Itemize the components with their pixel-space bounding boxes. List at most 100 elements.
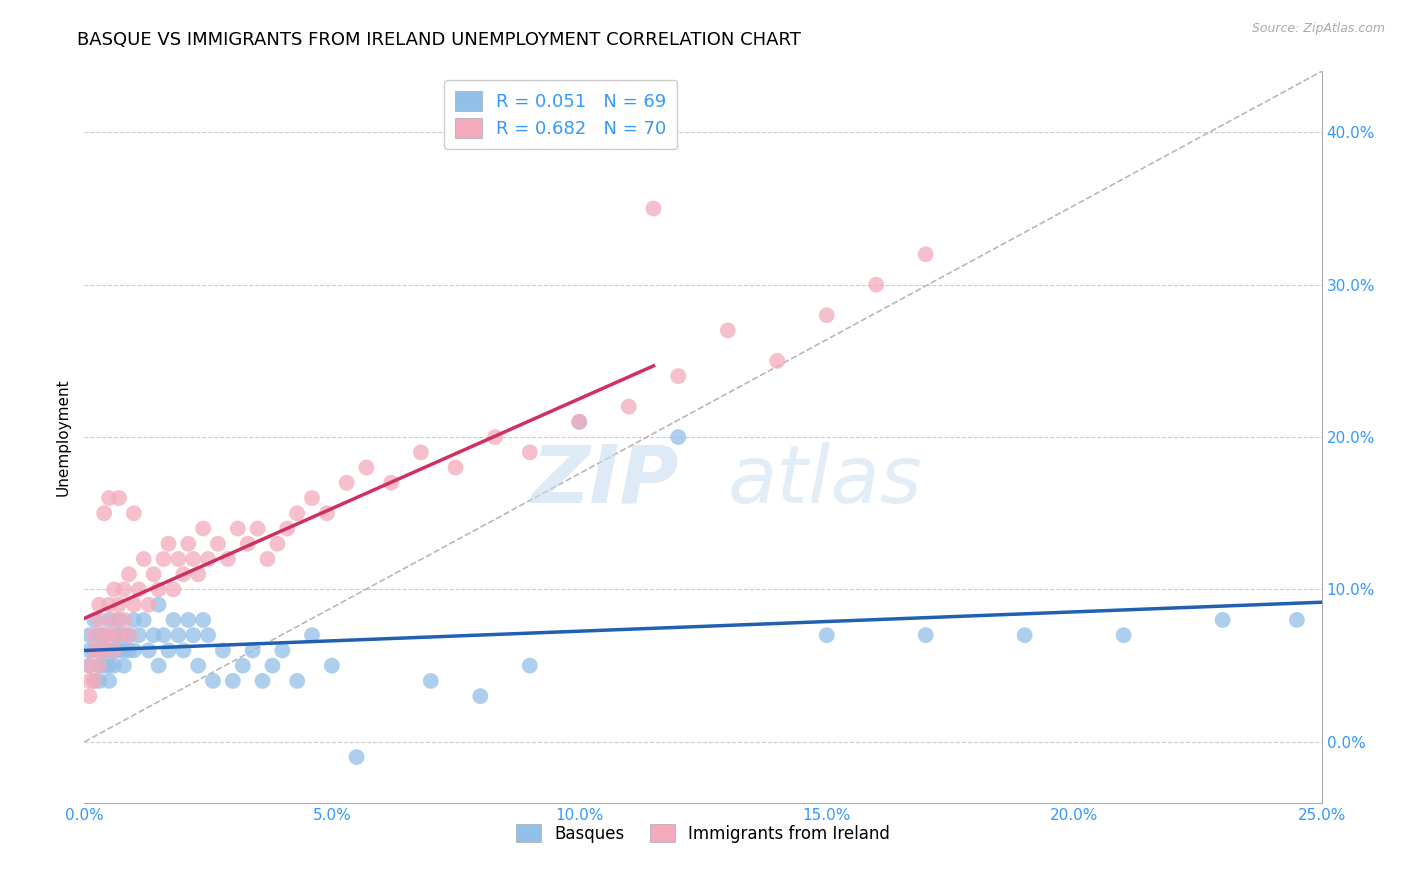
Point xyxy=(346,750,368,764)
Point xyxy=(98,491,121,505)
Y-axis label: Unemployment: Unemployment xyxy=(55,378,70,496)
Point xyxy=(103,628,125,642)
Point xyxy=(132,613,155,627)
Point xyxy=(103,658,125,673)
Point xyxy=(132,552,155,566)
Text: atlas: atlas xyxy=(728,442,922,520)
Point xyxy=(197,552,219,566)
Point xyxy=(108,491,131,505)
Point xyxy=(98,673,121,688)
Point xyxy=(89,598,111,612)
Point xyxy=(118,628,141,642)
Point xyxy=(815,628,838,642)
Point xyxy=(148,582,170,597)
Point xyxy=(98,628,121,642)
Point xyxy=(191,521,214,535)
Point xyxy=(444,460,467,475)
Point xyxy=(181,628,204,642)
Point xyxy=(321,658,343,673)
Point xyxy=(148,598,170,612)
Text: Source: ZipAtlas.com: Source: ZipAtlas.com xyxy=(1251,22,1385,36)
Point xyxy=(865,277,887,292)
Point xyxy=(914,247,936,261)
Point xyxy=(568,415,591,429)
Point xyxy=(118,643,141,657)
Point xyxy=(187,567,209,582)
Point xyxy=(128,582,150,597)
Point xyxy=(222,673,245,688)
Point xyxy=(89,658,111,673)
Point xyxy=(162,613,184,627)
Point xyxy=(122,613,145,627)
Point xyxy=(83,673,105,688)
Point xyxy=(226,521,249,535)
Point xyxy=(103,613,125,627)
Legend: Basques, Immigrants from Ireland: Basques, Immigrants from Ireland xyxy=(509,817,897,849)
Point xyxy=(643,202,665,216)
Point xyxy=(212,643,235,657)
Point xyxy=(93,628,115,642)
Point xyxy=(1212,613,1234,627)
Point xyxy=(242,643,264,657)
Point xyxy=(93,658,115,673)
Point xyxy=(271,643,294,657)
Point xyxy=(162,582,184,597)
Point xyxy=(112,613,135,627)
Point xyxy=(172,643,194,657)
Point xyxy=(285,673,308,688)
Point xyxy=(914,628,936,642)
Point xyxy=(181,552,204,566)
Text: ZIP: ZIP xyxy=(531,442,678,520)
Point xyxy=(98,598,121,612)
Text: BASQUE VS IMMIGRANTS FROM IRELAND UNEMPLOYMENT CORRELATION CHART: BASQUE VS IMMIGRANTS FROM IRELAND UNEMPL… xyxy=(77,31,801,49)
Point xyxy=(93,643,115,657)
Point xyxy=(83,613,105,627)
Point xyxy=(79,628,101,642)
Point xyxy=(232,658,254,673)
Point xyxy=(118,628,141,642)
Point xyxy=(93,643,115,657)
Point xyxy=(108,628,131,642)
Point xyxy=(98,643,121,657)
Point xyxy=(103,582,125,597)
Point xyxy=(79,673,101,688)
Point xyxy=(79,658,101,673)
Point xyxy=(79,689,101,703)
Point xyxy=(617,400,640,414)
Point xyxy=(108,613,131,627)
Point xyxy=(484,430,506,444)
Point xyxy=(118,567,141,582)
Point xyxy=(1112,628,1135,642)
Point xyxy=(246,521,269,535)
Point xyxy=(276,521,298,535)
Point xyxy=(266,537,288,551)
Point xyxy=(112,643,135,657)
Point xyxy=(108,598,131,612)
Point xyxy=(83,628,105,642)
Point xyxy=(252,673,274,688)
Point xyxy=(98,658,121,673)
Point xyxy=(128,628,150,642)
Point xyxy=(79,643,101,657)
Point xyxy=(301,628,323,642)
Point xyxy=(142,567,165,582)
Point xyxy=(285,506,308,520)
Point xyxy=(766,354,789,368)
Point xyxy=(138,643,160,657)
Point xyxy=(98,613,121,627)
Point xyxy=(666,369,689,384)
Point xyxy=(197,628,219,642)
Point xyxy=(202,673,225,688)
Point xyxy=(108,628,131,642)
Point xyxy=(172,567,194,582)
Point xyxy=(93,506,115,520)
Point xyxy=(666,430,689,444)
Point xyxy=(315,506,337,520)
Point xyxy=(187,658,209,673)
Point xyxy=(336,475,359,490)
Point xyxy=(112,658,135,673)
Point xyxy=(167,552,190,566)
Point xyxy=(191,613,214,627)
Point xyxy=(519,658,541,673)
Point xyxy=(89,613,111,627)
